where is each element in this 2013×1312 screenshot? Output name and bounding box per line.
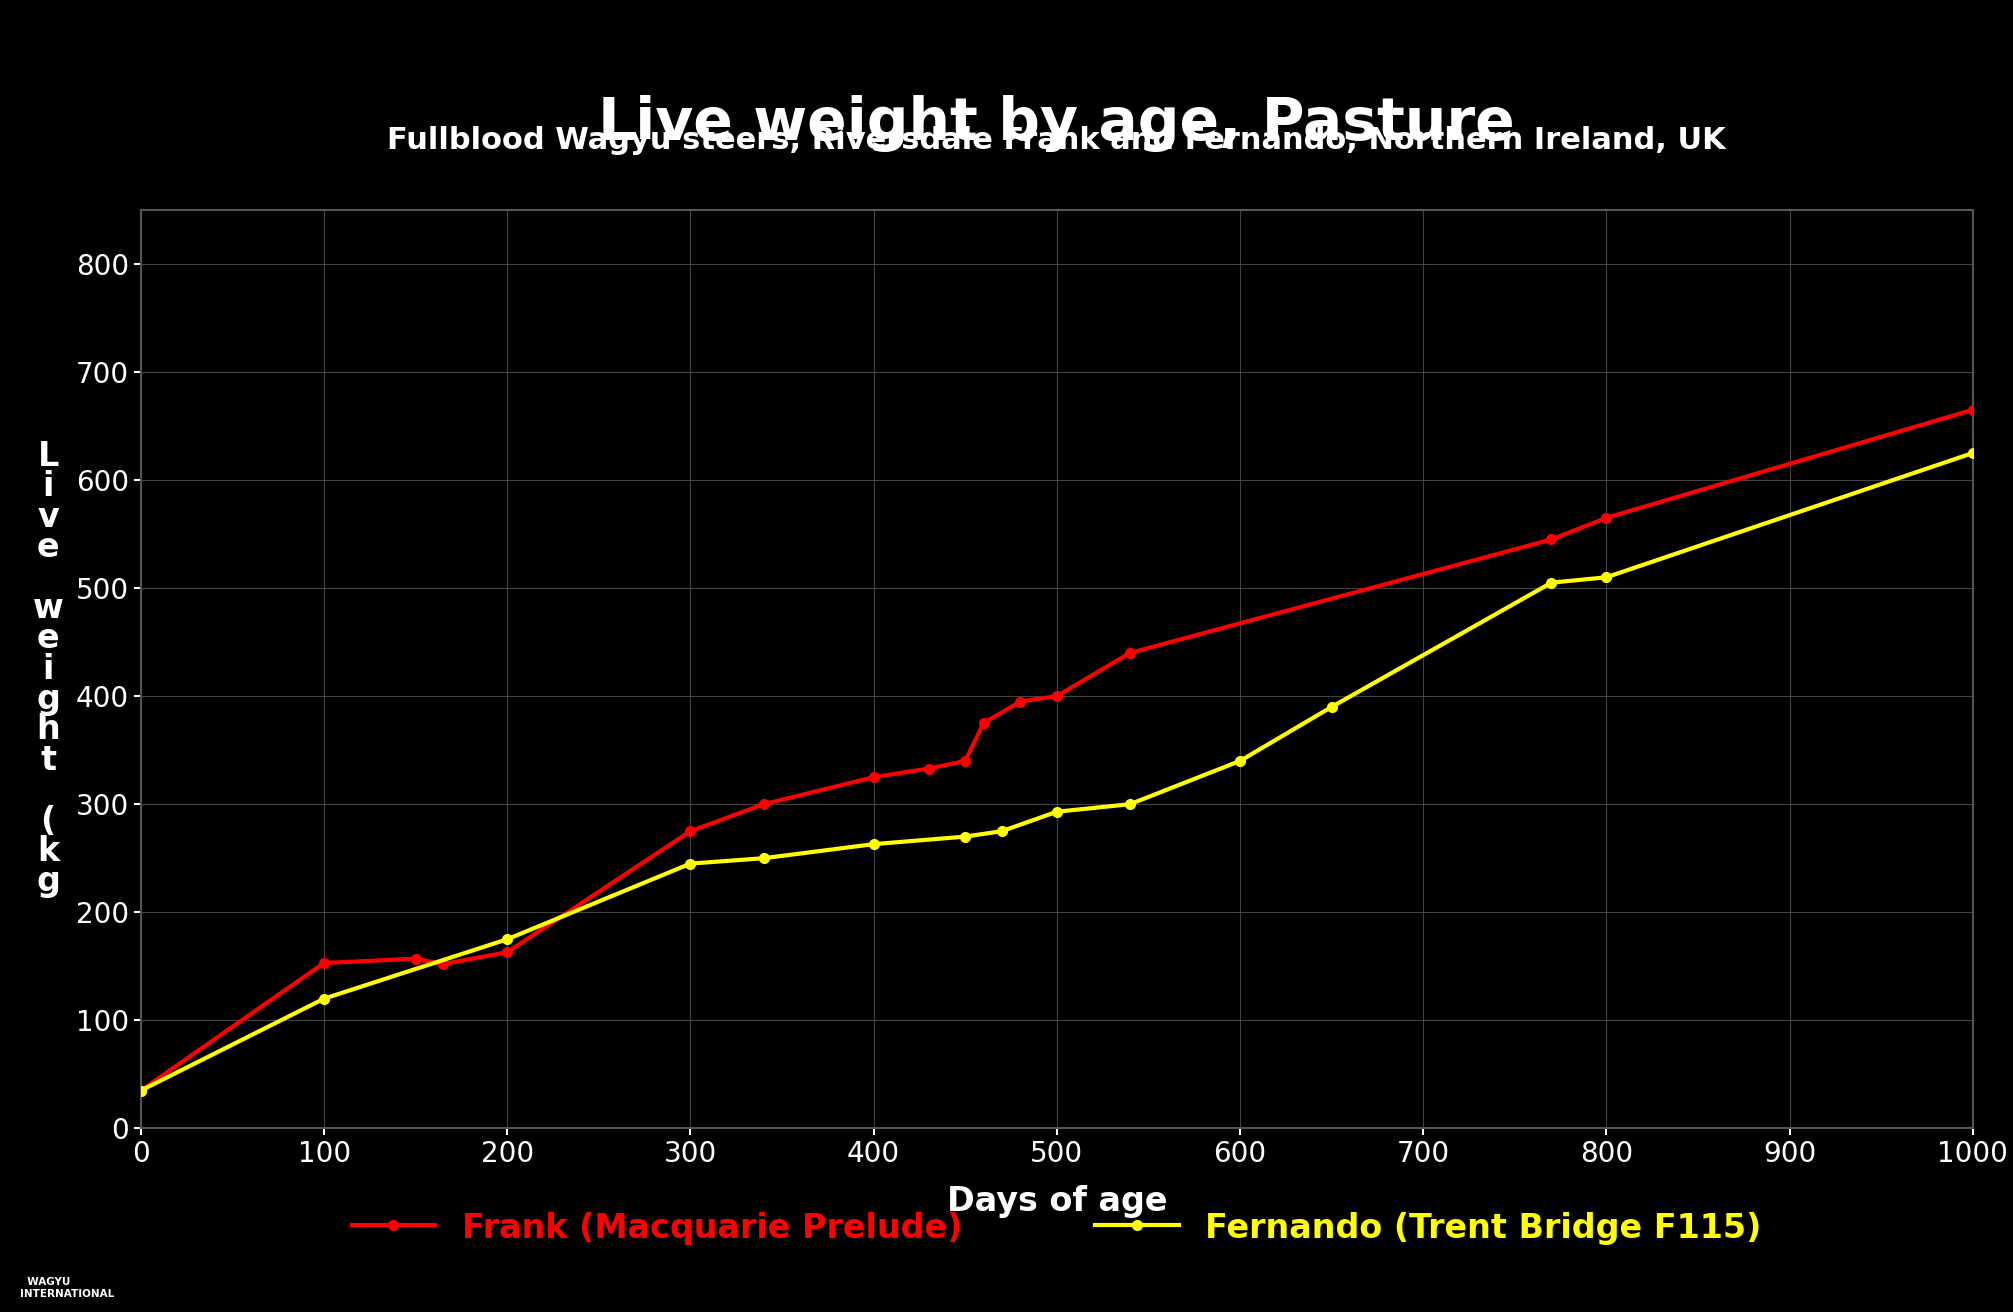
Text: WAGYU
INTERNATIONAL: WAGYU INTERNATIONAL xyxy=(20,1278,115,1299)
X-axis label: Days of age: Days of age xyxy=(946,1185,1168,1218)
Y-axis label: L
i
v
e
 
w
e
i
g
h
t
 
(
k
g: L i v e w e i g h t ( k g xyxy=(32,440,64,899)
Title: Live weight by age, Pasture: Live weight by age, Pasture xyxy=(598,96,1516,152)
Text: Fullblood Wagyu steers, Riversdale Frank and Fernando, Northern Ireland, UK: Fullblood Wagyu steers, Riversdale Frank… xyxy=(386,126,1727,155)
Legend: Frank (Macquarie Prelude), Fernando (Trent Bridge F115): Frank (Macquarie Prelude), Fernando (Tre… xyxy=(338,1199,1775,1258)
